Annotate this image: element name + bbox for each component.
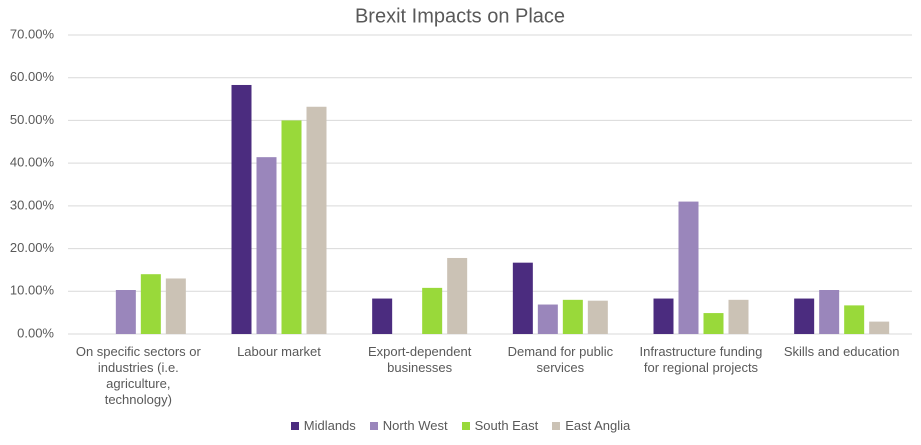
legend-swatch — [369, 421, 378, 430]
legend-item: Midlands — [290, 418, 356, 433]
y-tick-label: 50.00% — [10, 112, 55, 127]
bar — [231, 84, 252, 335]
bar — [140, 274, 161, 334]
legend-label: North West — [382, 418, 448, 433]
bar — [306, 106, 327, 334]
y-tick-label: 60.00% — [10, 69, 55, 84]
legend-label: Midlands — [303, 418, 356, 433]
bar — [819, 290, 840, 334]
legend-swatch — [461, 421, 470, 430]
y-tick-label: 70.00% — [10, 26, 55, 41]
bar — [728, 299, 749, 334]
bar — [869, 321, 890, 334]
y-tick-label: 30.00% — [10, 197, 55, 212]
x-tick-label: Infrastructure funding for regional proj… — [639, 344, 763, 375]
y-tick-label: 0.00% — [17, 325, 54, 340]
x-tick-label: On specific sectors or industries (i.e. … — [75, 344, 201, 407]
bar — [281, 120, 302, 334]
y-tick-label: 10.00% — [10, 283, 55, 298]
x-tick-label: Labour market — [237, 344, 321, 359]
bar — [372, 298, 393, 334]
chart-title: Brexit Impacts on Place — [355, 5, 565, 27]
bar — [678, 201, 699, 334]
bar — [587, 300, 608, 334]
bar — [562, 299, 583, 334]
bar — [115, 290, 136, 334]
x-tick-label: Export-dependent businesses — [367, 344, 472, 375]
bar — [512, 262, 533, 334]
y-tick-label: 40.00% — [10, 155, 55, 170]
x-tick-label: Skills and education — [783, 344, 900, 359]
legend-item: North West — [369, 418, 448, 433]
legend-swatch — [552, 421, 561, 430]
bar — [165, 278, 186, 334]
legend-swatch — [290, 421, 299, 430]
legend: Midlands North West South East East Anglia — [0, 418, 921, 433]
bar — [794, 298, 815, 334]
bar — [537, 304, 558, 334]
bar — [653, 298, 674, 334]
bar — [256, 157, 277, 334]
legend-item: East Anglia — [552, 418, 630, 433]
legend-label: South East — [474, 418, 539, 433]
bar — [447, 257, 468, 334]
legend-item: South East — [461, 418, 539, 433]
y-tick-label: 20.00% — [10, 240, 55, 255]
bar — [703, 313, 724, 334]
bar — [422, 287, 443, 334]
legend-label: East Anglia — [565, 418, 631, 433]
x-tick-label: Demand for public services — [507, 344, 614, 375]
bar — [844, 305, 865, 334]
